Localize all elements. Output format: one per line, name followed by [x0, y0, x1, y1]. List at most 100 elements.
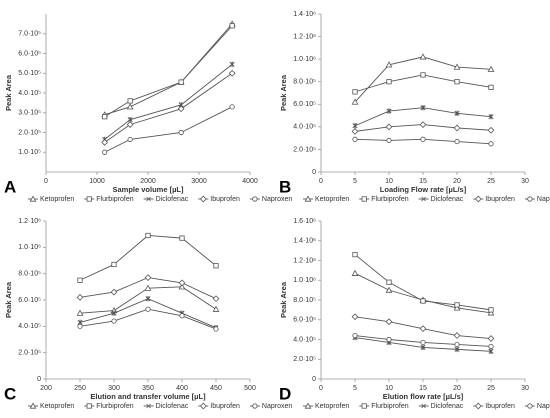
y-tick-label: 1.4·10⁶ [293, 238, 316, 245]
legend: Ketoprofen Flurbiprofen Diclofenac Ibuprofe… [28, 195, 292, 203]
legend-label: Ketoprofen [315, 196, 349, 203]
marker [385, 61, 393, 68]
y-tick-label: 2.0·10⁵ [293, 356, 316, 363]
legend-label: Diclofenac [431, 403, 464, 410]
marker [488, 114, 494, 120]
marker [488, 307, 494, 313]
legend-label: Flurbiprofen [371, 403, 408, 410]
marker [212, 295, 220, 303]
marker [385, 123, 393, 131]
x-tick-label: 450 [210, 385, 222, 392]
marker [352, 123, 358, 129]
x-axis-title: Loading Flow rate [µL/s] [380, 185, 467, 194]
marker [352, 332, 358, 339]
legend-marker [527, 403, 533, 409]
y-tick-label: 1.2·10⁶ [293, 257, 316, 264]
marker [487, 335, 495, 342]
y-tick-label: 1.2·10⁶ [293, 33, 316, 40]
x-axis-title: Elution flow rate [µL/s] [383, 392, 464, 401]
legend-marker [421, 196, 426, 202]
marker [351, 98, 359, 105]
marker [386, 279, 392, 285]
marker [213, 326, 219, 332]
marker [419, 53, 427, 60]
marker [454, 302, 460, 308]
marker [454, 110, 460, 117]
x-tick-label: 5 [353, 385, 357, 392]
legend-label: Ketoprofen [40, 196, 74, 203]
marker [229, 61, 235, 68]
legend-label: Ibuprofen [210, 196, 240, 203]
marker [419, 325, 427, 333]
y-tick-label: 6.0·10⁵ [293, 101, 316, 108]
y-tick-label: 6.0·10⁵ [293, 317, 316, 324]
marker [386, 79, 392, 85]
x-tick-label: 500 [244, 385, 256, 392]
y-tick-label: 1.0·10⁶ [18, 244, 41, 251]
series-line [104, 23, 233, 116]
y-tick-label: 7.0·10⁵ [18, 31, 41, 38]
y-tick-label: 6.0·10⁵ [18, 297, 41, 304]
y-tick-label: 4.0·10⁵ [18, 323, 41, 330]
x-tick-label: 0 [44, 178, 48, 185]
x-tick-label: 400 [176, 385, 188, 392]
legend-label: Ketoprofen [315, 403, 349, 410]
marker [77, 323, 83, 329]
y-tick-label: 1.0·10⁶ [293, 56, 316, 63]
marker [419, 121, 427, 128]
y-axis-title: Peak Area [4, 74, 13, 111]
y-tick-label: 5.0·10⁵ [18, 70, 41, 77]
marker [488, 343, 494, 350]
x-axis-title: Elution and transfer volume [µL] [90, 392, 206, 401]
legend-marker [361, 403, 367, 409]
legend-marker [361, 196, 367, 202]
marker [228, 69, 236, 77]
x-tick-label: 0 [319, 178, 323, 185]
y-tick-label: 1.0·10⁵ [18, 149, 41, 156]
x-tick-label: 4000 [242, 178, 258, 185]
y-axis-title: Peak Area [279, 74, 288, 111]
marker [111, 310, 117, 316]
marker [127, 136, 133, 143]
legend-marker [252, 403, 258, 409]
y-tick-label: 8.0·10⁵ [18, 271, 41, 278]
marker [385, 286, 393, 293]
marker [488, 348, 494, 355]
y-axis-title: Peak Area [279, 281, 288, 318]
x-tick-label: 10 [385, 385, 393, 392]
x-tick-label: 2000 [140, 178, 156, 185]
marker [179, 313, 185, 319]
marker [386, 336, 392, 343]
x-tick-label: 1000 [89, 178, 105, 185]
legend-label: Naproxen [262, 403, 292, 410]
marker [488, 141, 494, 147]
legend-marker [199, 195, 207, 203]
marker [178, 279, 186, 287]
marker [145, 295, 151, 302]
marker [487, 126, 495, 134]
panel-label: D [279, 384, 291, 403]
legend-marker [86, 196, 92, 202]
x-tick-label: 15 [419, 178, 427, 185]
marker [454, 138, 460, 145]
marker [453, 304, 461, 311]
legend-label: Flurbiprofen [96, 403, 133, 410]
legend-marker [474, 195, 482, 203]
x-tick-label: 25 [487, 178, 495, 185]
y-tick-label: 1.2·10⁶ [18, 218, 41, 225]
marker [229, 23, 235, 29]
y-tick-label: 2.0·10⁵ [18, 350, 41, 357]
y-tick-label: 1.0·10⁶ [293, 277, 316, 284]
marker [212, 305, 220, 312]
series-line [104, 64, 233, 140]
marker [145, 306, 151, 312]
marker [454, 79, 460, 85]
marker [178, 129, 184, 136]
x-tick-label: 15 [419, 385, 427, 392]
x-tick-label: 5 [353, 178, 357, 185]
marker [111, 261, 117, 268]
y-tick-label: 8.0·10⁵ [293, 297, 316, 304]
legend-label: Diclofenac [156, 196, 189, 203]
marker [126, 121, 134, 128]
legend-marker [146, 403, 151, 409]
